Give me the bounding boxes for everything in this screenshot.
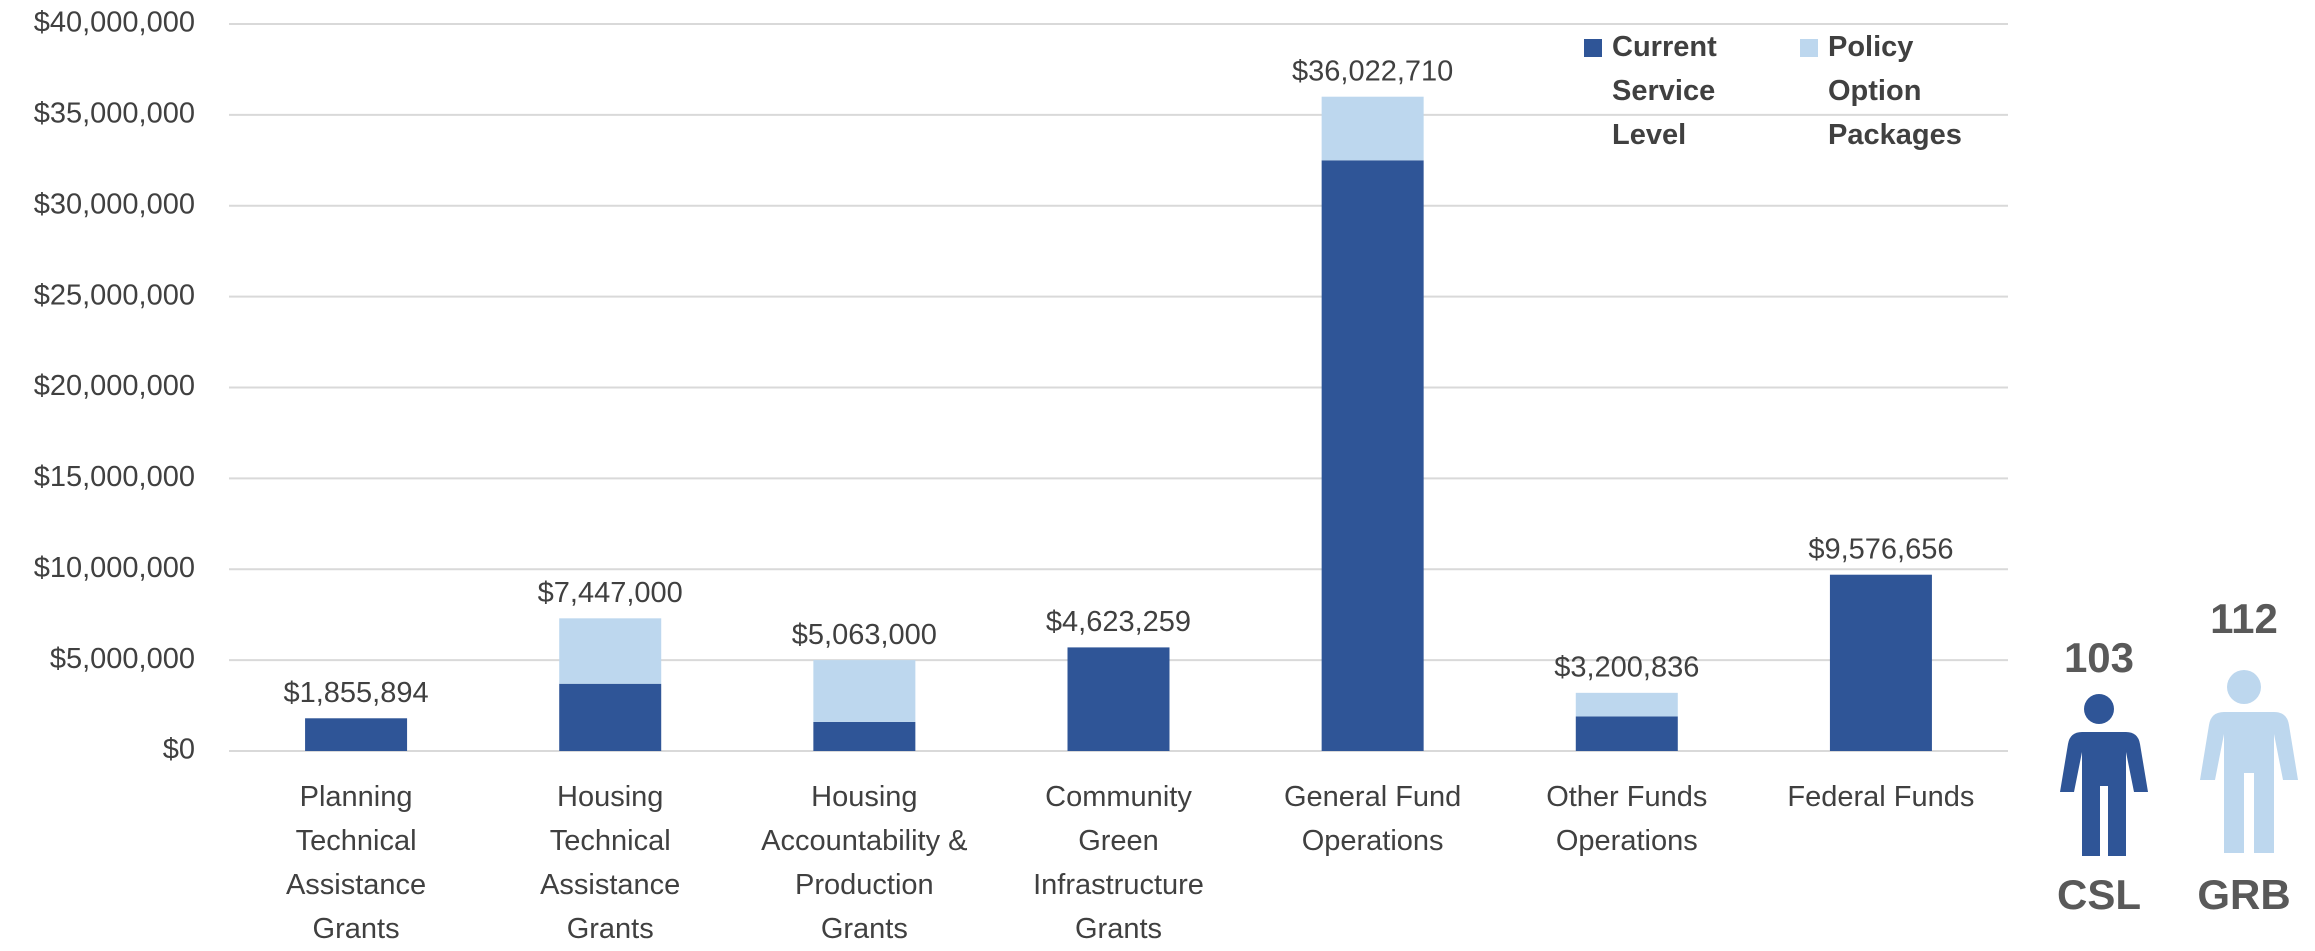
csl-icon	[2060, 694, 2148, 856]
y-tick-label: $25,000,000	[34, 279, 195, 311]
legend-label: Current Service Level	[1612, 31, 1717, 151]
bar-segment	[1321, 96, 1424, 161]
x-tick-label: Community Green Infrastructure Grants	[1033, 781, 1204, 945]
headcount: 103	[2064, 634, 2134, 681]
grb-icon	[2200, 670, 2298, 853]
legend-swatch	[1584, 39, 1602, 57]
total-label: $7,447,000	[538, 577, 683, 609]
headcount: 112	[2210, 595, 2278, 642]
y-tick-label: $10,000,000	[34, 552, 195, 584]
x-tick-label: Housing Technical Assistance Grants	[540, 781, 681, 945]
total-label: $36,022,710	[1292, 55, 1453, 87]
total-label: $4,623,259	[1046, 606, 1191, 638]
y-tick-label: $0	[163, 734, 195, 766]
bar-segment	[305, 718, 408, 751]
y-tick-label: $40,000,000	[34, 7, 195, 39]
bar-segment	[1575, 716, 1678, 751]
bar-segment	[1829, 574, 1932, 751]
total-label: $9,576,656	[1808, 533, 1953, 565]
bar-segment	[813, 660, 916, 722]
x-tick-label: Other Funds Operations	[1546, 781, 1708, 857]
total-label: $1,855,894	[283, 677, 428, 709]
y-tick-label: $5,000,000	[50, 643, 195, 675]
bar-segment	[559, 618, 662, 684]
headcount-label: CSL	[2057, 871, 2141, 918]
x-tick-label: Housing Accountability & Production Gran…	[761, 781, 968, 945]
bar-segment	[559, 683, 662, 751]
bar-segment	[1067, 647, 1170, 751]
x-tick-label: Planning Technical Assistance Grants	[285, 781, 427, 945]
legend-label: Policy Option Packages	[1828, 31, 1962, 151]
x-tick-label: General Fund Operations	[1283, 781, 1462, 857]
y-tick-label: $30,000,000	[34, 188, 195, 220]
bar-segment	[813, 721, 916, 751]
bar-segment	[1321, 160, 1424, 751]
legend-swatch	[1800, 39, 1818, 57]
y-tick-label: $35,000,000	[34, 98, 195, 130]
y-tick-label: $20,000,000	[34, 370, 195, 402]
total-label: $3,200,836	[1554, 651, 1699, 683]
x-tick-label: Federal Funds	[1787, 781, 1975, 813]
bar-segment	[1575, 692, 1678, 717]
y-tick-label: $15,000,000	[34, 461, 195, 493]
headcount-label: GRB	[2197, 871, 2290, 918]
total-label: $5,063,000	[792, 619, 937, 651]
